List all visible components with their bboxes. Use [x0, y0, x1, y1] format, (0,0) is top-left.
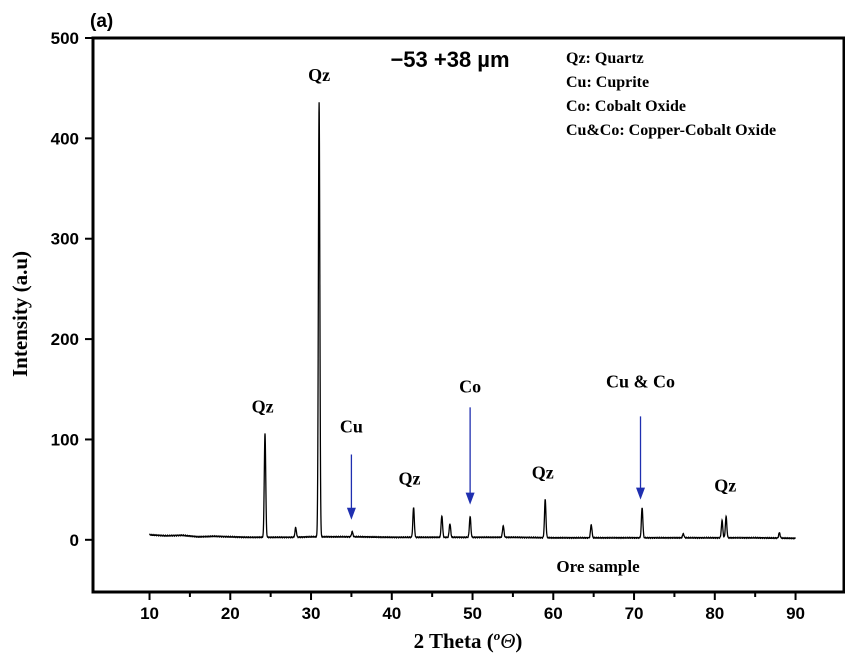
y-tick-label: 0	[70, 531, 79, 550]
y-tick-label: 400	[51, 129, 79, 148]
peak-annotation: Qz	[399, 469, 421, 489]
chart-title: −53 +38 µm	[390, 47, 509, 72]
phase-arrow-head	[346, 507, 356, 520]
phase-arrows	[346, 407, 646, 520]
x-axis-label-main: 2 Theta (	[414, 629, 494, 653]
phase-legend: Qz: Quartz Cu: Cuprite Co: Cobalt Oxide Cu&…	[566, 50, 776, 139]
peak-annotation: Qz	[532, 463, 554, 483]
legend-entry: Cu&Co: Copper-Cobalt Oxide	[566, 122, 776, 139]
xrd-trace-layer	[148, 102, 796, 540]
x-tick-label: 60	[544, 604, 563, 623]
peak-annotations: Qz Qz Cu Qz Co Qz Cu & Co Qz	[252, 65, 737, 495]
plot-frame	[91, 36, 845, 594]
peak-annotation: Qz	[714, 476, 736, 496]
x-tick-label: 30	[302, 604, 321, 623]
x-tick-label: 50	[463, 604, 482, 623]
legend-entry: Co: Cobalt Oxide	[566, 98, 686, 115]
axis-ticks: 10 20 30 40 50 60 70 80 90 0 100 200 300 400 500	[51, 29, 805, 623]
peak-annotation: Co	[459, 376, 481, 396]
phase-arrow-head	[465, 492, 475, 505]
panel-label: (a)	[90, 11, 113, 32]
y-axis-label: Intensity (a.u)	[8, 251, 32, 377]
x-axis-label-symbol: Θ	[500, 629, 515, 653]
x-tick-label: 10	[140, 604, 159, 623]
y-tick-label: 100	[51, 430, 79, 449]
peak-annotation: Cu	[340, 416, 363, 436]
peak-annotation: Qz	[308, 65, 330, 85]
y-tick-label: 500	[51, 29, 79, 48]
legend-entry: Cu: Cuprite	[566, 74, 649, 91]
y-tick-label: 200	[51, 330, 79, 349]
x-tick-label: 20	[221, 604, 240, 623]
y-tick-label: 300	[51, 230, 79, 249]
x-tick-label: 90	[786, 604, 805, 623]
x-axis-label-close: )	[515, 629, 522, 653]
xrd-trace	[148, 102, 796, 540]
x-tick-label: 40	[382, 604, 401, 623]
series-label: Ore sample	[556, 557, 640, 576]
phase-arrow-head	[636, 487, 646, 500]
x-tick-label: 70	[625, 604, 644, 623]
x-tick-label: 80	[705, 604, 724, 623]
peak-annotation: Qz	[252, 396, 274, 416]
x-axis-label: 2 Theta (oΘ)	[414, 628, 523, 653]
legend-entry: Qz: Quartz	[566, 50, 644, 67]
peak-annotation: Cu & Co	[606, 371, 675, 391]
x-axis-label-sup: o	[494, 628, 501, 643]
